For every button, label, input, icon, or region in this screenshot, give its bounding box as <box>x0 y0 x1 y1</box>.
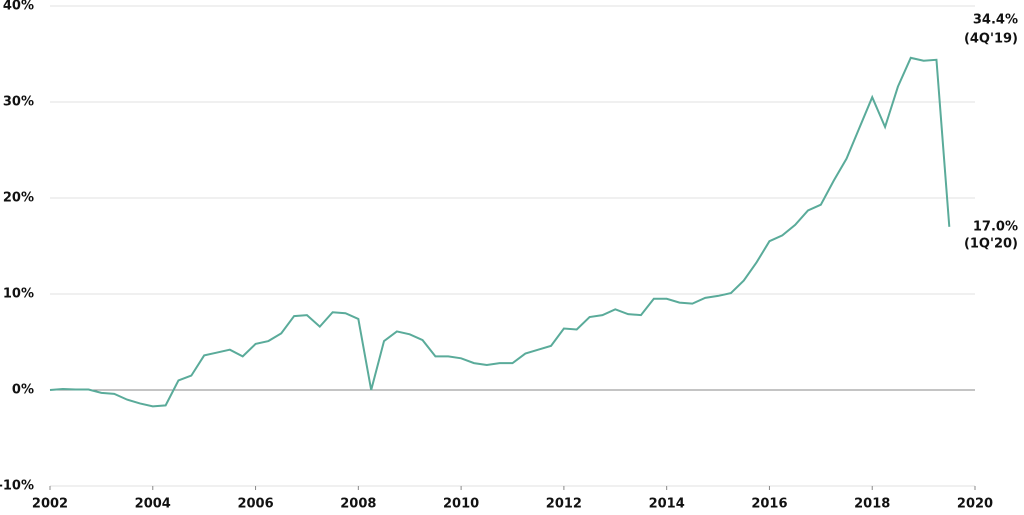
annotation-value: 17.0% <box>973 220 1018 235</box>
annotation-value: 34.4% <box>973 13 1018 28</box>
annotation-period: (1Q'20) <box>964 237 1018 252</box>
x-tick-label: 2004 <box>135 497 171 512</box>
line <box>49 56 951 408</box>
y-tick-label: 30% <box>3 95 34 110</box>
x-tick-label: 2020 <box>957 497 993 512</box>
y-tick-label: 10% <box>3 287 34 302</box>
y-tick-label: 0% <box>12 383 34 398</box>
annotation-period: (4Q'19) <box>964 32 1018 47</box>
x-tick-label: 2010 <box>443 497 479 512</box>
x-tick-label: 2014 <box>649 497 685 512</box>
x-tick-label: 2002 <box>32 497 68 512</box>
x-tick-label: 2016 <box>751 497 787 512</box>
x-tick-label: 2008 <box>340 497 376 512</box>
y-tick-label: 20% <box>3 191 34 206</box>
x-tick-label: 2012 <box>546 497 582 512</box>
y-tick-label: 40% <box>3 0 34 14</box>
x-tick-label: 2006 <box>237 497 273 512</box>
x-tick-label: 2018 <box>854 497 890 512</box>
y-tick-label: -10% <box>0 479 34 494</box>
